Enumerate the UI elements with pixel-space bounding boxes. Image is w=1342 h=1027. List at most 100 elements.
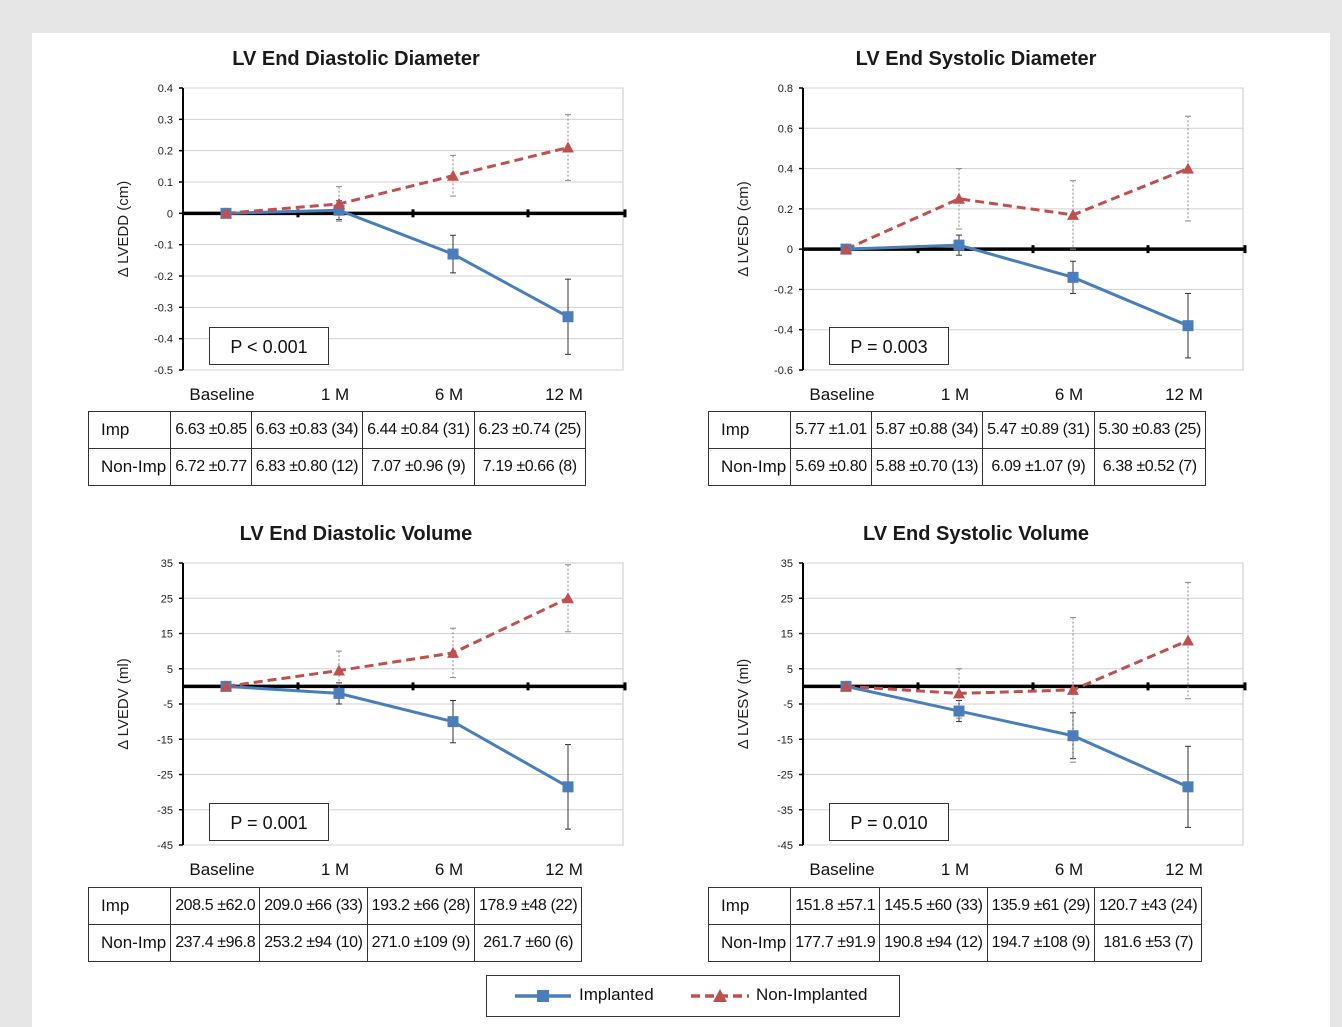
table-cell: 5.88 ±0.70 (13): [870, 448, 984, 486]
implanted-point: [1182, 320, 1194, 332]
non-implanted-point: [333, 197, 345, 209]
table-cell: 5.30 ±0.83 (25): [1093, 411, 1206, 449]
x-tick-label: 6 M: [435, 385, 463, 404]
table-row-label: Imp: [707, 887, 792, 925]
x-tick-label: Baseline: [189, 385, 254, 404]
y-tick-label: 5: [167, 664, 173, 676]
table-row-label: Imp: [87, 887, 172, 925]
x-tick-label: Baseline: [809, 860, 874, 879]
table-cell: 178.9 ±48 (22): [473, 887, 583, 925]
y-tick-label: 15: [161, 629, 173, 641]
table-cell: 209.0 ±66 (33): [259, 887, 368, 925]
table-cell: 208.5 ±62.0: [170, 887, 261, 925]
x-tick-label: Baseline: [189, 860, 254, 879]
chart4-y-axis-label: Δ LVESV (ml): [735, 659, 752, 750]
chart1-p-value: P < 0.001: [209, 327, 329, 365]
chart4-title: LV End Systolic Volume: [863, 523, 1089, 545]
chart4-plot: 35 25 15 5 -5 -15 -25 -35 -45 Δ LVESV (ml) Baselin…: [735, 558, 1247, 879]
table-cell: 253.2 ±94 (10): [259, 924, 368, 962]
x-tick-label: 6 M: [1055, 860, 1083, 879]
non-implanted-point: [220, 680, 232, 692]
non-implanted-legend-swatch: [691, 989, 749, 1002]
table-cell: 6.23 ±0.74 (25): [473, 411, 586, 449]
table-row: Non-Imp 5.69 ±0.80 5.88 ±0.70 (13) 6.09 ±1.…: [707, 448, 1206, 486]
table-cell: 237.4 ±96.8: [170, 924, 261, 962]
implanted-point: [333, 687, 345, 699]
non-implanted-point: [447, 646, 459, 658]
non-implanted-point: [840, 680, 852, 692]
y-tick-label: -0.3: [154, 302, 173, 314]
table-cell: 6.63 ±0.85: [170, 411, 252, 449]
legend-label-implanted: Implanted: [579, 985, 654, 1004]
implanted-point: [562, 781, 574, 793]
table-row-label: Imp: [707, 411, 792, 449]
x-tick-label: 12 M: [545, 385, 583, 404]
chart2-y-axis-label: Δ LVESD (cm): [735, 181, 752, 277]
table-cell: 6.44 ±0.84 (31): [362, 411, 475, 449]
table-cell: 181.6 ±53 (7): [1093, 924, 1203, 962]
table-cell: 135.9 ±61 (29): [986, 887, 1095, 925]
y-tick-label: 0.1: [158, 177, 173, 189]
x-tick-label: 6 M: [435, 860, 463, 879]
implanted-point: [1067, 271, 1079, 283]
implanted-point: [953, 705, 965, 717]
chart4-p-value: P = 0.010: [829, 803, 949, 841]
implanted-series-line: [845, 243, 1189, 328]
chart3-data-table: Imp 208.5 ±62.0 209.0 ±66 (33) 193.2 ±66 (2…: [87, 887, 583, 962]
table-row-label: Imp: [87, 411, 172, 449]
table-row-label: Non-Imp: [87, 924, 172, 962]
table-cell: 177.7 ±91.9: [790, 924, 881, 962]
non-implanted-point: [333, 664, 345, 676]
y-tick-label: -5: [163, 699, 173, 711]
table-cell: 5.47 ±0.89 (31): [982, 411, 1095, 449]
y-tick-label: 5: [787, 664, 793, 676]
chart1-y-axis-label: Δ LVEDD (cm): [115, 181, 132, 277]
y-tick-label: -0.1: [154, 240, 173, 252]
chart2-p-value: P = 0.003: [829, 327, 949, 365]
non-implanted-point: [220, 207, 232, 219]
y-tick-label: -35: [777, 805, 793, 817]
y-tick-label: -15: [157, 734, 173, 746]
chart2-data-table: Imp 5.77 ±1.01 5.87 ±0.88 (34) 5.47 ±0.89 (…: [707, 411, 1206, 486]
table-cell: 6.72 ±0.77: [170, 448, 252, 486]
x-tick-label: 1 M: [941, 860, 969, 879]
y-tick-label: -0.4: [154, 334, 173, 346]
table-cell: 7.07 ±0.96 (9): [362, 448, 475, 486]
non-implanted-series-line: [845, 167, 1189, 251]
implanted-point: [447, 716, 459, 728]
implanted-legend-swatch: [515, 990, 571, 1002]
y-tick-label: 25: [161, 593, 173, 605]
non-implanted-series-line: [845, 639, 1189, 695]
y-tick-label: -15: [777, 734, 793, 746]
table-row: Non-Imp 237.4 ±96.8 253.2 ±94 (10) 271.0 ±1…: [87, 924, 583, 962]
table-cell: 261.7 ±60 (6): [473, 924, 583, 962]
non-implanted-point: [1067, 683, 1079, 695]
y-tick-label: -25: [777, 770, 793, 782]
chart1-data-table: Imp 6.63 ±0.85 6.63 ±0.83 (34) 6.44 ±0.84 (…: [87, 411, 586, 486]
chart3-y-axis-label: Δ LVEDV (ml): [115, 658, 132, 749]
table-row-label: Non-Imp: [87, 448, 172, 486]
table-cell: 194.7 ±108 (9): [986, 924, 1095, 962]
y-tick-label: 0.4: [158, 83, 173, 95]
non-implanted-point: [1182, 162, 1194, 174]
table-row-label: Non-Imp: [707, 924, 792, 962]
x-tick-label: 12 M: [545, 860, 583, 879]
table-cell: 6.63 ±0.83 (34): [250, 411, 364, 449]
table-row: Non-Imp 177.7 ±91.9 190.8 ±94 (12) 194.7 ±1…: [707, 924, 1203, 962]
y-tick-label: 0: [787, 244, 793, 256]
table-row-label: Non-Imp: [707, 448, 792, 486]
y-tick-label: 0.6: [778, 123, 793, 135]
table-cell: 193.2 ±66 (28): [366, 887, 475, 925]
non-implanted-error-bar: [1070, 180, 1076, 250]
table-cell: 151.8 ±57.1: [790, 887, 881, 925]
chart2-plot: 0.8 0.6 0.4 0.2 0 -0.2 -0.4 -0.6 Δ LVESD (cm) Bas…: [735, 83, 1247, 404]
x-tick-label: 1 M: [941, 385, 969, 404]
table-cell: 120.7 ±43 (24): [1093, 887, 1203, 925]
non-implanted-error-bar: [1185, 581, 1191, 700]
non-implanted-point: [953, 192, 965, 204]
implanted-series-line: [845, 684, 1189, 789]
non-implanted-series-line: [225, 596, 569, 688]
non-implanted-point: [447, 169, 459, 181]
y-tick-label: 0.2: [778, 204, 793, 216]
x-tick-label: 6 M: [1055, 385, 1083, 404]
